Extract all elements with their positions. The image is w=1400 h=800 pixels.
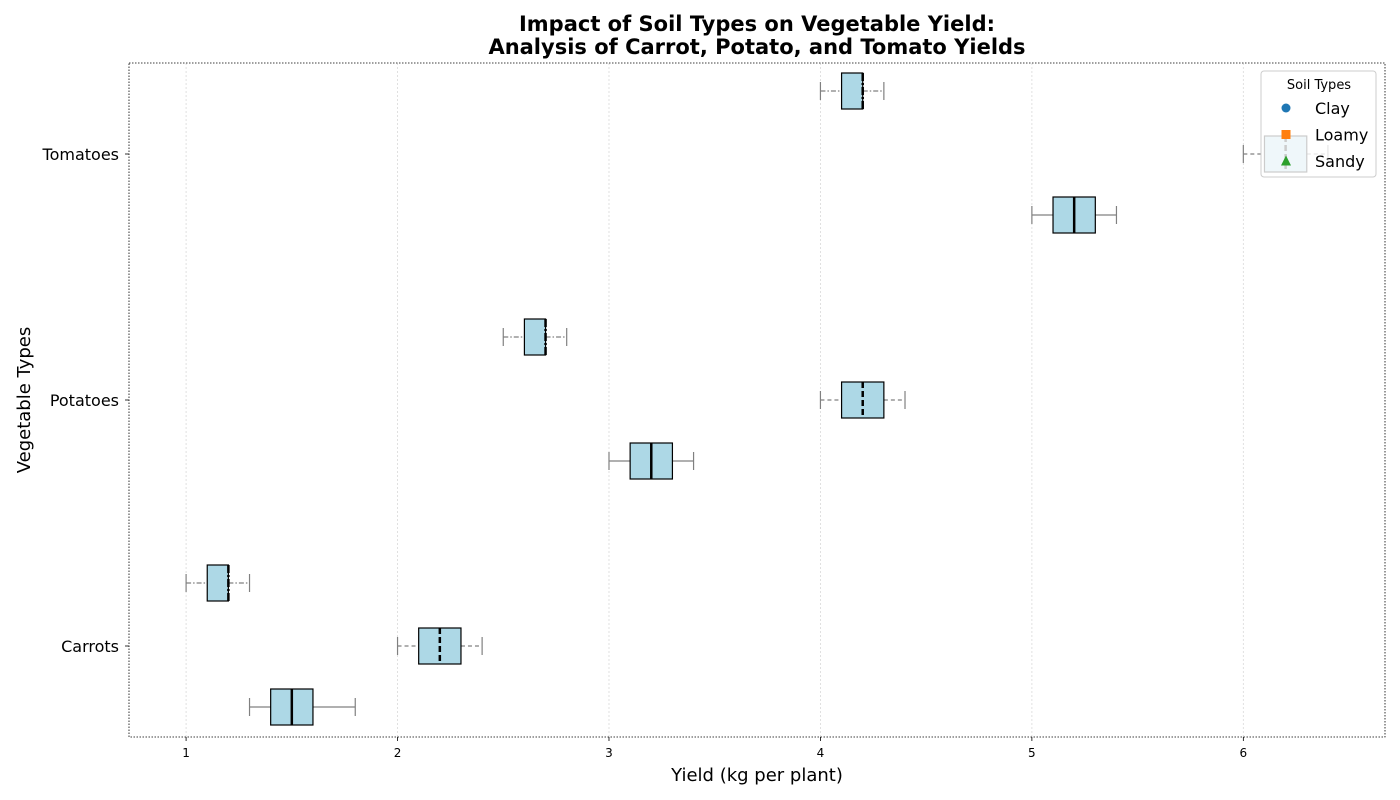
- legend-entry-clay: Clay: [1281, 99, 1350, 118]
- legend: Soil Types Clay Loamy Sandy: [1260, 70, 1377, 178]
- x-tick-label: 1: [182, 746, 190, 760]
- x-gridlines: [185, 63, 1244, 737]
- chart-title-line-1: Impact of Soil Types on Vegetable Yield:: [519, 12, 995, 36]
- box-potatoes-loamy: [819, 381, 906, 419]
- y-tick-label: Tomatoes: [42, 145, 119, 164]
- box-tomatoes-clay: [1031, 196, 1118, 234]
- y-axis-label: Vegetable Types: [14, 327, 35, 474]
- plot-area-frame: [128, 62, 1386, 738]
- x-tick-label: 5: [1028, 746, 1036, 760]
- legend-label: Clay: [1315, 99, 1350, 118]
- chart-title-line-2: Analysis of Carrot, Potato, and Tomato Y…: [488, 35, 1025, 59]
- y-tick-label: Potatoes: [50, 391, 119, 410]
- legend-box: [1260, 70, 1377, 178]
- x-tick-label: 6: [1240, 746, 1248, 760]
- legend-label: Loamy: [1315, 126, 1368, 145]
- y-tick-label: Carrots: [61, 637, 119, 656]
- box-carrots-clay: [248, 688, 356, 726]
- legend-entries: Clay Loamy Sandy: [1281, 99, 1368, 171]
- box-iqr: [523, 318, 547, 356]
- box-tomatoes-sandy: [819, 72, 885, 110]
- x-tick-label: 3: [605, 746, 613, 760]
- box-carrots-sandy: [185, 564, 251, 602]
- box-iqr: [840, 72, 864, 110]
- legend-label: Sandy: [1315, 152, 1365, 171]
- x-tick-label: 2: [394, 746, 402, 760]
- x-tick-label: 4: [817, 746, 825, 760]
- x-axis-label: Yield (kg per plant): [670, 765, 843, 786]
- legend-entry-sandy: Sandy: [1281, 152, 1365, 171]
- legend-marker-triangle: [1281, 155, 1291, 166]
- box-potatoes-sandy: [502, 318, 568, 356]
- box-carrots-loamy: [396, 627, 483, 665]
- legend-marker-circle: [1281, 103, 1291, 113]
- y-axis-ticks: Carrots Potatoes Tomatoes: [42, 145, 129, 656]
- box-potatoes-clay: [608, 442, 695, 480]
- box-iqr: [206, 564, 229, 602]
- box-series: [185, 72, 1329, 726]
- legend-marker-square: [1281, 130, 1291, 139]
- x-axis-ticks: 1 2 3 4 5 6: [182, 737, 1247, 760]
- legend-entry-loamy: Loamy: [1281, 126, 1368, 145]
- legend-title: Soil Types: [1287, 78, 1351, 93]
